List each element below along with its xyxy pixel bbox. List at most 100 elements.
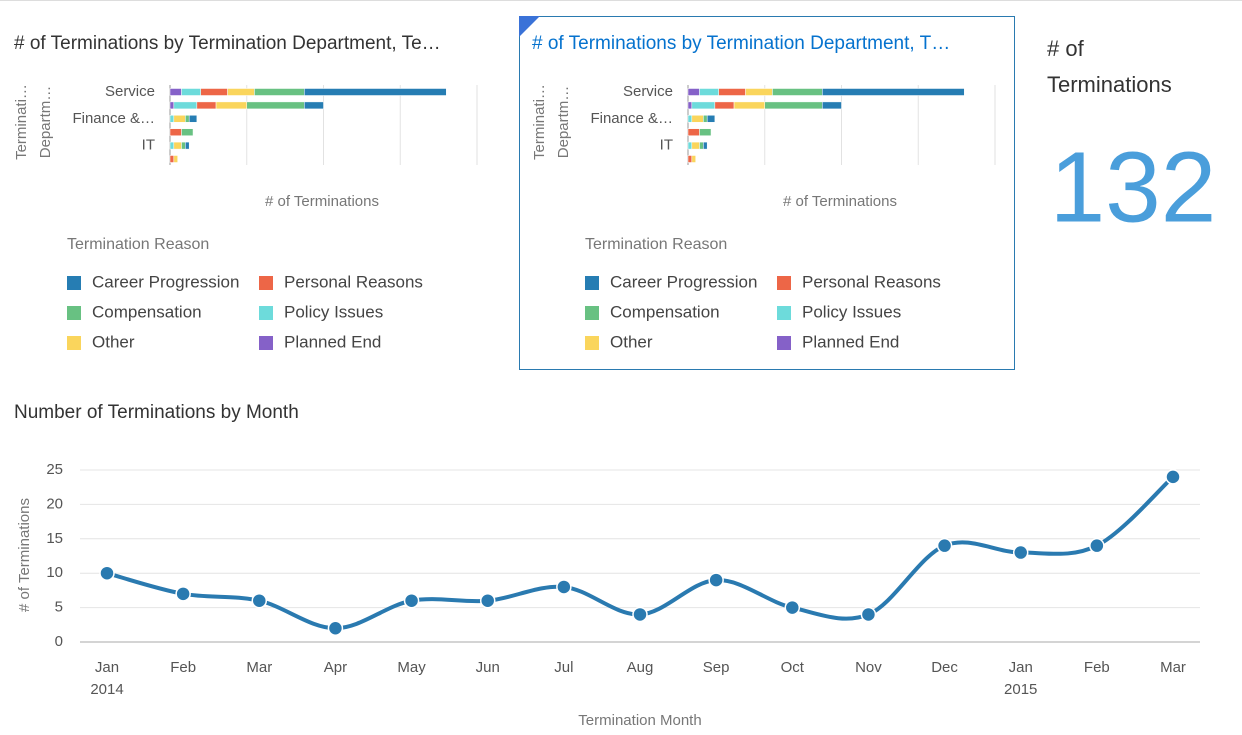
y-axis-label: # of Terminations	[16, 498, 33, 612]
bar-segment[interactable]	[173, 115, 186, 123]
legend-label[interactable]: Planned End	[284, 332, 381, 351]
data-point[interactable]	[708, 572, 724, 588]
legend-label[interactable]: Compensation	[92, 302, 202, 321]
legend-swatch	[67, 306, 81, 320]
bar-segment[interactable]	[699, 128, 712, 136]
data-point[interactable]	[251, 592, 268, 609]
legend-label[interactable]: Policy Issues	[802, 302, 901, 321]
bar-segment[interactable]	[691, 101, 716, 110]
bar-segment[interactable]	[706, 115, 716, 123]
legend-label[interactable]: Career Progression	[92, 272, 239, 291]
bar-segment[interactable]	[691, 115, 704, 123]
bar-segment[interactable]	[169, 128, 182, 136]
data-point[interactable]	[403, 592, 420, 609]
bar-segment[interactable]	[254, 88, 305, 96]
data-point[interactable]	[860, 606, 877, 623]
bar-segment[interactable]	[169, 88, 182, 96]
chart-title[interactable]: # of Terminations by Termination Departm…	[14, 33, 441, 54]
bar-segment[interactable]	[181, 128, 194, 136]
y-tick-label: 5	[55, 599, 63, 616]
legend-label[interactable]: Other	[92, 332, 135, 351]
bar-segment[interactable]	[691, 141, 700, 150]
bar-segment[interactable]	[304, 101, 324, 110]
kpi-label: # of	[1047, 36, 1085, 61]
bar-segment[interactable]	[703, 141, 708, 150]
bar-segment[interactable]	[687, 88, 700, 96]
legend-label[interactable]: Compensation	[610, 302, 720, 321]
bar-segment[interactable]	[246, 101, 305, 110]
bar-segment[interactable]	[185, 141, 190, 150]
bar-segment[interactable]	[687, 101, 693, 110]
y-tick-label: Service	[623, 83, 673, 100]
bar-segment[interactable]	[169, 101, 175, 110]
legend-label[interactable]: Career Progression	[610, 272, 757, 291]
bar-segment[interactable]	[215, 101, 248, 110]
data-point[interactable]	[1089, 537, 1105, 554]
data-point[interactable]	[1012, 544, 1029, 561]
x-tick-label: Jan	[95, 659, 119, 676]
legend-label[interactable]: Planned End	[802, 332, 899, 351]
legend-label[interactable]: Personal Reasons	[284, 272, 423, 291]
data-point[interactable]	[1165, 469, 1181, 485]
bar-segment[interactable]	[181, 141, 186, 150]
bar-segment[interactable]	[822, 88, 965, 96]
x-tick-year: 2015	[1004, 681, 1037, 698]
data-point[interactable]	[784, 599, 801, 616]
bar-segment[interactable]	[304, 88, 447, 96]
x-tick-label: Feb	[1084, 659, 1110, 676]
bar-segment[interactable]	[188, 115, 198, 123]
bar-segment[interactable]	[699, 141, 704, 150]
legend-label[interactable]: Policy Issues	[284, 302, 383, 321]
legend-label[interactable]: Other	[610, 332, 653, 351]
bar-segment[interactable]	[687, 128, 700, 136]
data-point[interactable]	[936, 537, 953, 554]
bar-segment[interactable]	[227, 88, 255, 96]
y-tick-label: 0	[55, 633, 63, 650]
legend-swatch	[259, 336, 273, 350]
x-tick-label: Sep	[703, 659, 730, 676]
data-point[interactable]	[632, 606, 648, 623]
data-point[interactable]	[99, 565, 115, 581]
x-tick-label: Oct	[781, 659, 805, 676]
bar-segment[interactable]	[173, 141, 182, 150]
legend-swatch	[585, 276, 599, 290]
y-tick-label: 10	[46, 564, 63, 581]
bar-segment[interactable]	[699, 88, 719, 96]
bar-segment[interactable]	[745, 88, 773, 96]
bar-segment[interactable]	[185, 115, 190, 123]
bar-segment[interactable]	[196, 101, 217, 110]
bar-segment[interactable]	[687, 155, 693, 163]
y-tick-label: 15	[46, 530, 63, 547]
legend-label[interactable]: Personal Reasons	[802, 272, 941, 291]
x-tick-label: Feb	[170, 659, 196, 676]
bar-segment[interactable]	[691, 155, 696, 163]
x-tick-year: 2014	[90, 681, 123, 698]
bar-segment[interactable]	[173, 155, 178, 163]
bar-segment[interactable]	[772, 88, 823, 96]
bar-segment[interactable]	[687, 141, 693, 150]
data-point[interactable]	[175, 586, 191, 602]
data-point[interactable]	[479, 592, 496, 609]
y-tick-label: 25	[46, 461, 63, 478]
data-point[interactable]	[327, 620, 344, 636]
bar-segment[interactable]	[687, 115, 693, 123]
data-point[interactable]	[556, 579, 572, 595]
legend-swatch	[585, 306, 599, 320]
bar-segment[interactable]	[169, 115, 175, 123]
bar-segment[interactable]	[714, 101, 735, 110]
bar-segment[interactable]	[181, 88, 201, 96]
bar-segment[interactable]	[169, 141, 175, 150]
bar-segment[interactable]	[169, 155, 175, 163]
bar-segment[interactable]	[733, 101, 765, 110]
chart-title[interactable]: # of Terminations by Termination Departm…	[532, 33, 950, 54]
bar-segment[interactable]	[173, 101, 198, 110]
bar-segment[interactable]	[703, 115, 708, 123]
x-tick-label: Aug	[627, 659, 654, 676]
x-tick-label: May	[397, 659, 426, 676]
bar-segment[interactable]	[764, 101, 823, 110]
kpi-value[interactable]: 132	[1050, 131, 1217, 243]
bar-segment[interactable]	[822, 101, 842, 110]
bar-segment[interactable]	[200, 88, 228, 96]
bar-segment[interactable]	[718, 88, 746, 96]
